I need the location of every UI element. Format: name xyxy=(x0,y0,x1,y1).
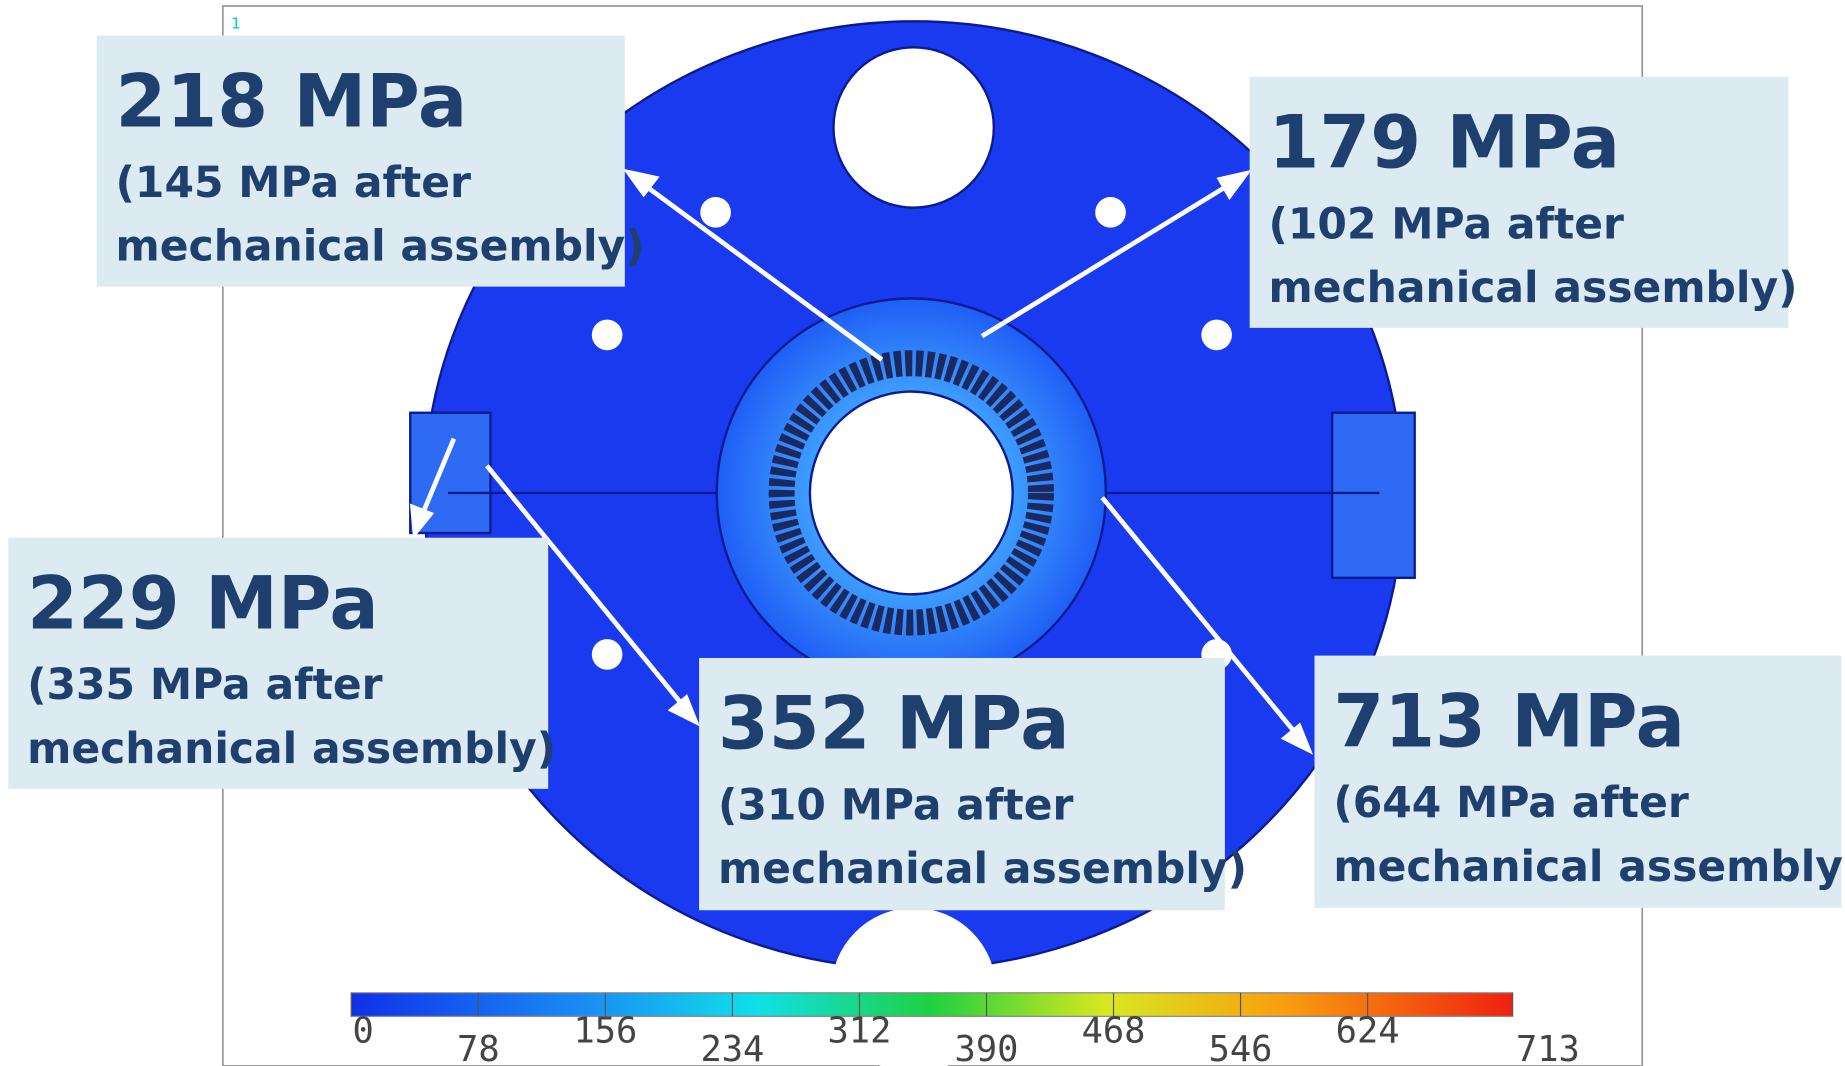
callout-note: (644 MPa after xyxy=(1333,779,1689,828)
callout-note: mechanical assembly) xyxy=(1333,843,1845,892)
callout-box xyxy=(1249,76,1789,328)
callout-box xyxy=(1314,655,1842,908)
plot-label: 1 xyxy=(231,14,241,32)
callout-note: mechanical assembly) xyxy=(1269,264,1798,313)
colorbar-label: 390 xyxy=(955,1029,1019,1066)
colorbar-label: 312 xyxy=(828,1010,892,1051)
callout-value: 713 MPa xyxy=(1333,679,1685,764)
callout-note: mechanical assembly) xyxy=(718,845,1247,894)
colorbar-label: 468 xyxy=(1082,1010,1146,1051)
callout-value: 179 MPa xyxy=(1269,101,1621,186)
callout-value: 218 MPa xyxy=(116,59,468,144)
callout-note: mechanical assembly) xyxy=(27,725,556,774)
callout-value: 352 MPa xyxy=(718,682,1070,767)
callout-note: mechanical assembly) xyxy=(116,223,645,272)
callout-note: (310 MPa after xyxy=(718,781,1074,830)
structure xyxy=(409,20,1416,1066)
colorbar-label: 234 xyxy=(700,1029,764,1066)
colorbar-label: 546 xyxy=(1209,1029,1273,1066)
callout-note: (102 MPa after xyxy=(1269,200,1625,249)
callout-box xyxy=(96,35,625,287)
arrows xyxy=(409,168,1314,755)
callout-note: (145 MPa after xyxy=(116,159,472,208)
colorbar-label: 156 xyxy=(573,1010,637,1051)
colorbar-label: 78 xyxy=(457,1029,500,1066)
colorbar-label: 0 xyxy=(352,1010,373,1051)
callout-box xyxy=(8,537,549,789)
colorbar-label: 624 xyxy=(1336,1010,1400,1051)
callout-note: (335 MPa after xyxy=(27,661,383,710)
callout-box xyxy=(699,657,1225,911)
colorbar-label: 713 xyxy=(1516,1029,1580,1066)
callout-value: 229 MPa xyxy=(27,561,379,646)
